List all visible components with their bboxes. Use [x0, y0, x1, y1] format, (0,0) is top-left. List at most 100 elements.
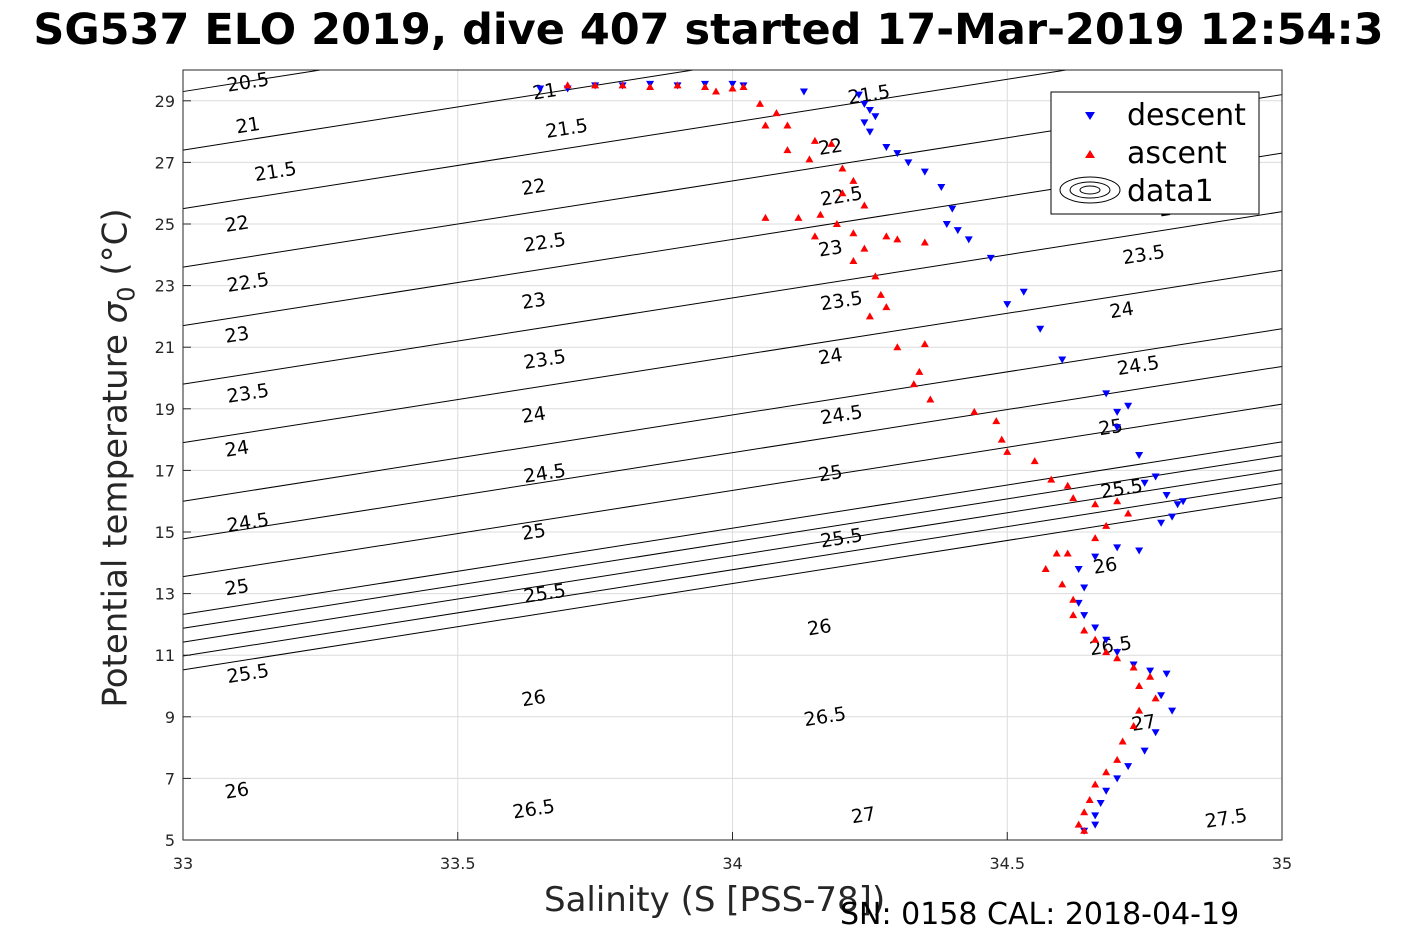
- y-tick-label: 27: [155, 153, 175, 172]
- ascent-point: [1113, 497, 1122, 505]
- contour-label: 23: [520, 288, 547, 313]
- isopycnal-line: [182, 469, 1283, 643]
- descent-point: [1151, 729, 1160, 737]
- ascent-point: [772, 109, 781, 117]
- y-tick-label: 25: [155, 215, 175, 234]
- ascent-point: [920, 340, 929, 348]
- descent-point: [1113, 424, 1122, 432]
- descent-point: [871, 113, 880, 121]
- descent-point: [1113, 408, 1122, 416]
- y-tick-label: 7: [165, 769, 175, 788]
- contour-label: 22: [223, 212, 250, 237]
- ascent-point: [876, 290, 885, 298]
- descent-point: [953, 227, 962, 235]
- contour-label: 22: [520, 175, 547, 200]
- ascent-point: [1069, 611, 1078, 619]
- descent-point: [882, 144, 891, 151]
- contour-label: 23: [223, 322, 250, 347]
- ascent-point: [970, 407, 979, 415]
- descent-point: [799, 88, 808, 96]
- ascent-point: [827, 139, 836, 147]
- descent-point: [1113, 544, 1122, 552]
- descent-point: [964, 236, 973, 244]
- ascent-point: [1030, 457, 1039, 465]
- y-tick-label: 11: [155, 646, 175, 665]
- descent-point: [948, 205, 957, 213]
- ascent-point: [1151, 694, 1160, 702]
- descent-point: [1074, 599, 1083, 607]
- footer-serial-cal: SN: 0158 CAL: 2018-04-19: [840, 897, 1240, 932]
- descent-point: [1113, 775, 1122, 783]
- y-tick-label: 17: [155, 461, 175, 480]
- ascent-point: [860, 201, 869, 209]
- ascent-point: [739, 82, 748, 90]
- ascent-point: [832, 220, 841, 227]
- descent-point: [986, 254, 995, 262]
- y-tick-label: 21: [155, 338, 175, 357]
- ascent-point: [838, 164, 847, 172]
- ascent-point: [838, 189, 847, 197]
- ascent-point: [1102, 768, 1111, 776]
- contour-label: 24: [1108, 298, 1135, 323]
- legend-marker-descent: [1085, 112, 1095, 120]
- ascent-point: [849, 229, 858, 237]
- x-tick-label: 34.5: [989, 854, 1025, 873]
- descent-point: [1157, 692, 1166, 700]
- ascent-point: [992, 417, 1001, 425]
- ascent-point: [1146, 672, 1155, 680]
- descent-point: [937, 184, 946, 192]
- descent-point: [1080, 612, 1089, 620]
- ascent-point: [1069, 494, 1078, 502]
- isopycnal-line: [182, 211, 1283, 385]
- ascent-point: [1118, 737, 1127, 745]
- descent-point: [860, 100, 869, 108]
- ascent-series: [563, 81, 1160, 834]
- descent-point: [1140, 747, 1149, 755]
- descent-point: [1168, 513, 1177, 521]
- descent-point: [1058, 356, 1067, 364]
- ascent-point: [1080, 626, 1089, 634]
- ascent-point: [783, 121, 792, 129]
- descent-point: [904, 159, 913, 167]
- contour-label: 26: [223, 778, 250, 803]
- ascent-point: [618, 81, 627, 89]
- y-tick-label: 15: [155, 523, 175, 542]
- contour-label: 24: [520, 402, 547, 427]
- legend-label-data1: data1: [1127, 174, 1214, 209]
- descent-point: [1036, 325, 1045, 333]
- ascent-point: [893, 343, 902, 351]
- legend: descent ascent data1: [1050, 91, 1260, 215]
- ascent-point: [755, 99, 764, 107]
- x-tick-label: 33: [173, 854, 193, 873]
- isopycnal-line: [182, 482, 1283, 657]
- ascent-point: [1113, 654, 1122, 662]
- x-axis-ticks: 33 33.5 34 34.5 35: [173, 832, 1292, 873]
- ascent-point: [1091, 635, 1100, 643]
- y-tick-label: 5: [165, 831, 175, 850]
- contour-label: 26: [806, 615, 833, 640]
- ascent-point: [1135, 682, 1144, 689]
- contour-label: 27: [1130, 710, 1157, 735]
- ascent-point: [1091, 534, 1100, 542]
- x-tick-label: 33.5: [440, 854, 476, 873]
- ascent-point: [805, 155, 814, 163]
- ascent-point: [926, 395, 935, 403]
- ascent-point: [783, 146, 792, 154]
- descent-point: [1162, 670, 1171, 678]
- ascent-point: [673, 81, 682, 89]
- legend-label-ascent: ascent: [1127, 136, 1227, 171]
- descent-point: [1003, 301, 1012, 309]
- contour-label: 25: [520, 519, 547, 544]
- ascent-point: [909, 380, 918, 388]
- descent-point: [1096, 800, 1105, 808]
- descent-point: [1162, 492, 1171, 500]
- descent-point: [893, 150, 902, 158]
- ascent-point: [591, 81, 600, 89]
- descent-point: [1091, 624, 1100, 632]
- ascent-point: [1063, 549, 1072, 557]
- legend-marker-ascent: [1085, 150, 1095, 158]
- descent-point: [1179, 498, 1188, 506]
- ascent-point: [728, 84, 737, 92]
- descent-point: [854, 91, 863, 99]
